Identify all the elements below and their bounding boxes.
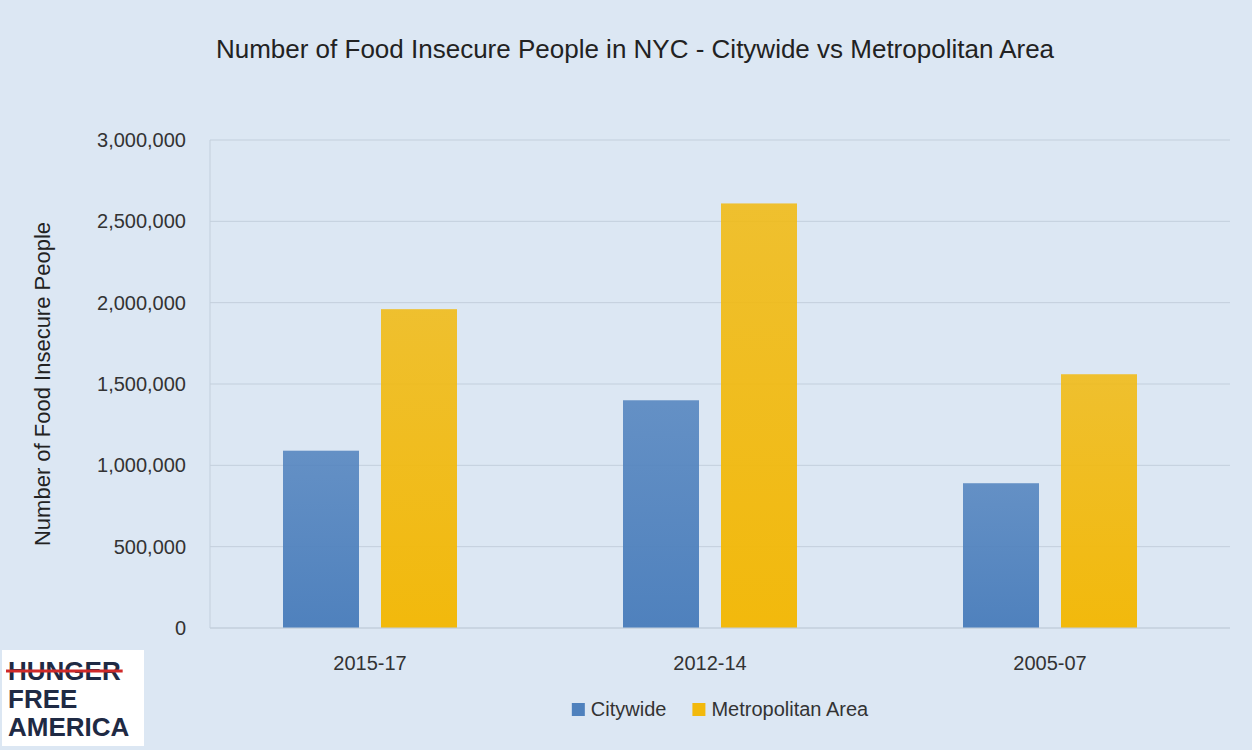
y-tick-label: 2,500,000: [97, 210, 186, 232]
title-line: Number of Food Insecure People in NYC - …: [216, 34, 1055, 64]
logo-strike: [6, 670, 123, 673]
x-tick-label: 2005-07: [1013, 652, 1086, 674]
legend-swatch: [572, 703, 585, 716]
bar: [721, 203, 797, 628]
logo-text: AMERICA: [8, 712, 130, 742]
background: [0, 0, 1252, 750]
grid: [210, 140, 1230, 628]
bar: [381, 309, 457, 628]
title: Number of Food Insecure People in NYC - …: [216, 34, 1055, 64]
bar: [623, 400, 699, 628]
y-tick-label: 0: [175, 617, 186, 639]
bars: [283, 203, 1137, 628]
chart: Number of Food Insecure People in NYC - …: [0, 0, 1252, 750]
legend-label: Metropolitan Area: [711, 698, 869, 720]
x-tick-label: 2012-14: [673, 652, 746, 674]
y-axis-line: [210, 140, 211, 628]
logo-text: FREE: [8, 684, 77, 714]
y-tick-label: 3,000,000: [97, 129, 186, 151]
logo: HUNGERFREEAMERICA: [2, 650, 144, 746]
bar: [963, 483, 1039, 628]
grid-line: [210, 140, 1230, 141]
grid-line: [210, 221, 1230, 222]
legend-label: Citywide: [591, 698, 667, 720]
logo-background: [2, 650, 144, 746]
bar: [283, 451, 359, 628]
grid-line: [210, 302, 1230, 303]
legend: Citywide Metropolitan Area: [572, 698, 869, 720]
y-tick-label: 500,000: [114, 536, 186, 558]
legend-swatch: [692, 703, 705, 716]
bar: [1061, 374, 1137, 628]
grid-line: [210, 628, 1230, 629]
x-axis-line: [210, 628, 1230, 629]
y-tick-label: 1,000,000: [97, 454, 186, 476]
x-tick-label: 2015-17: [333, 652, 406, 674]
y-axis-title: Number of Food Insecure People: [30, 222, 55, 546]
y-tick-label: 2,000,000: [97, 292, 186, 314]
y-tick-label: 1,500,000: [97, 373, 186, 395]
